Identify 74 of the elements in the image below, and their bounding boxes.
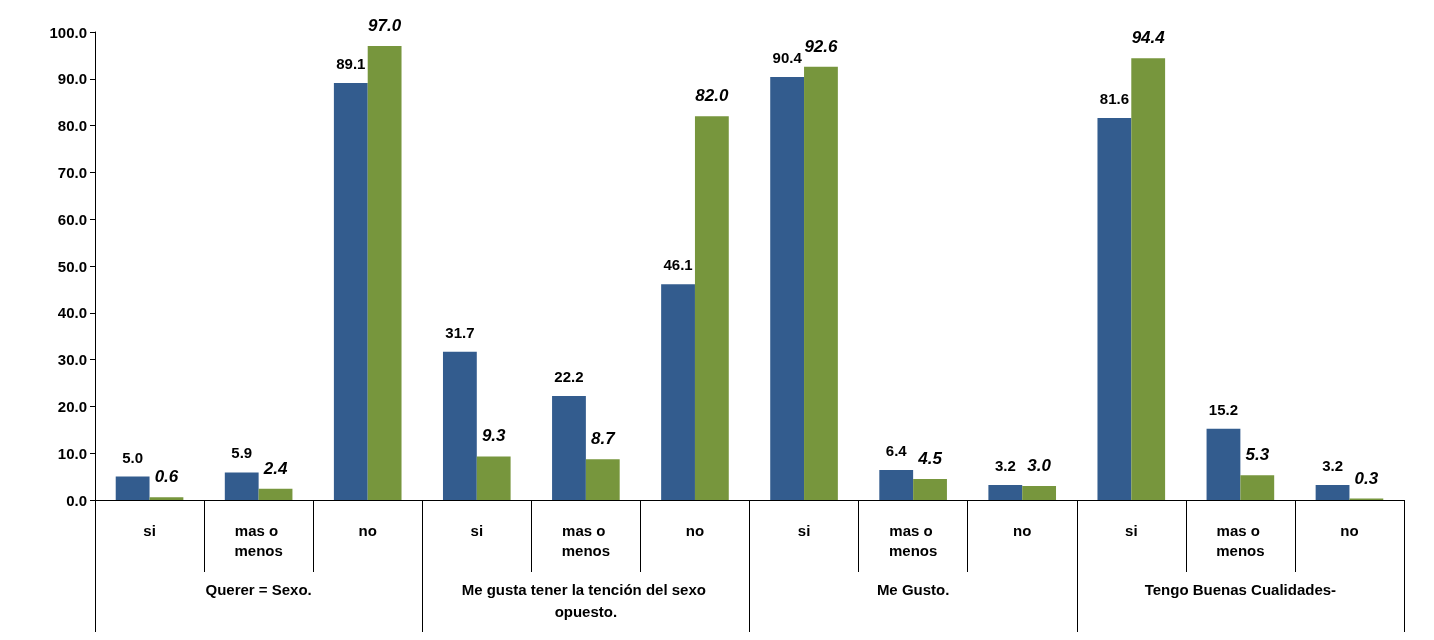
y-tick-label: 100.0 — [49, 23, 87, 41]
data-label: 2.4 — [262, 458, 288, 478]
bar — [585, 459, 620, 500]
data-label: 97.0 — [368, 16, 402, 36]
y-tick-label: 20.0 — [57, 397, 87, 415]
y-tick-label: 0.0 — [66, 491, 87, 509]
data-label: 3.2 — [994, 457, 1016, 475]
bar — [367, 46, 402, 500]
data-label: 0.6 — [154, 467, 179, 487]
data-label: 6.4 — [885, 442, 908, 460]
text: Me Gusto. — [876, 580, 950, 598]
bar — [552, 396, 586, 500]
y-tick-label: 70.0 — [57, 163, 87, 181]
y-tick-label: 60.0 — [57, 210, 87, 228]
x-tick-label: mas o menos — [234, 521, 283, 559]
x-tick-label: si — [143, 521, 156, 539]
bar — [770, 76, 805, 500]
y-tick-label: 30.0 — [57, 351, 87, 369]
y-tick-label: 10.0 — [57, 444, 87, 462]
data-label: 89.1 — [336, 55, 366, 73]
x-tick-label: no — [358, 521, 377, 539]
bar — [913, 478, 947, 500]
data-label: 3.0 — [1027, 455, 1052, 475]
x-tick-label: si — [470, 521, 484, 539]
bar — [1315, 485, 1350, 500]
bar — [661, 284, 695, 500]
data-label: 92.6 — [804, 36, 839, 56]
data-label: 8.7 — [590, 429, 617, 449]
data-label: 5.3 — [1245, 445, 1270, 465]
x-tick-label: mas o menos — [1216, 521, 1265, 559]
y-tick-label: 40.0 — [57, 304, 87, 322]
x-tick-label: no — [1340, 521, 1359, 539]
bar — [442, 351, 477, 500]
text: Me gusta tener la tención del sexo opuesto. — [461, 580, 711, 620]
data-label: 15.2 — [1208, 400, 1239, 418]
data-label: 4.5 — [917, 448, 943, 468]
bar — [258, 488, 293, 500]
data-label: 5.0 — [122, 448, 144, 466]
x-tick-label: si — [1125, 521, 1138, 539]
data-label: 22.2 — [554, 368, 584, 386]
data-label: 81.6 — [1099, 90, 1129, 108]
data-label: 46.1 — [663, 256, 693, 274]
data-label: 82.0 — [695, 86, 729, 106]
data-label: 9.3 — [481, 426, 507, 446]
bar — [879, 470, 914, 500]
data-label: 5.9 — [231, 444, 253, 462]
x-tick-label: no — [1013, 521, 1032, 539]
bar — [1240, 475, 1275, 500]
data-label: 31.7 — [445, 323, 475, 341]
text: Tengo Buenas Cualidades- — [1144, 580, 1337, 598]
x-tick-label: mas o menos — [561, 521, 611, 559]
x-tick-label: si — [797, 521, 811, 539]
bar — [149, 497, 184, 500]
y-tick-label: 80.0 — [57, 117, 87, 135]
bar — [804, 66, 838, 500]
bar — [1206, 428, 1241, 500]
data-label: 3.2 — [1322, 457, 1343, 475]
data-label: 94.4 — [1131, 28, 1166, 48]
bar — [476, 456, 511, 500]
y-tick-label: 50.0 — [57, 257, 87, 275]
x-tick-label: mas o menos — [888, 521, 938, 559]
bar — [115, 476, 150, 500]
y-tick-label: 90.0 — [57, 70, 87, 88]
x-tick-label: no — [685, 521, 705, 539]
bar — [694, 116, 729, 500]
bar — [988, 485, 1023, 500]
bar — [1131, 58, 1166, 500]
data-label: 0.3 — [1354, 468, 1379, 488]
bar — [333, 83, 368, 500]
bar — [1022, 485, 1057, 500]
text: Querer = Sexo. — [205, 580, 312, 598]
bar — [224, 472, 259, 500]
data-label: 90.4 — [772, 48, 803, 66]
bar — [1097, 118, 1132, 500]
